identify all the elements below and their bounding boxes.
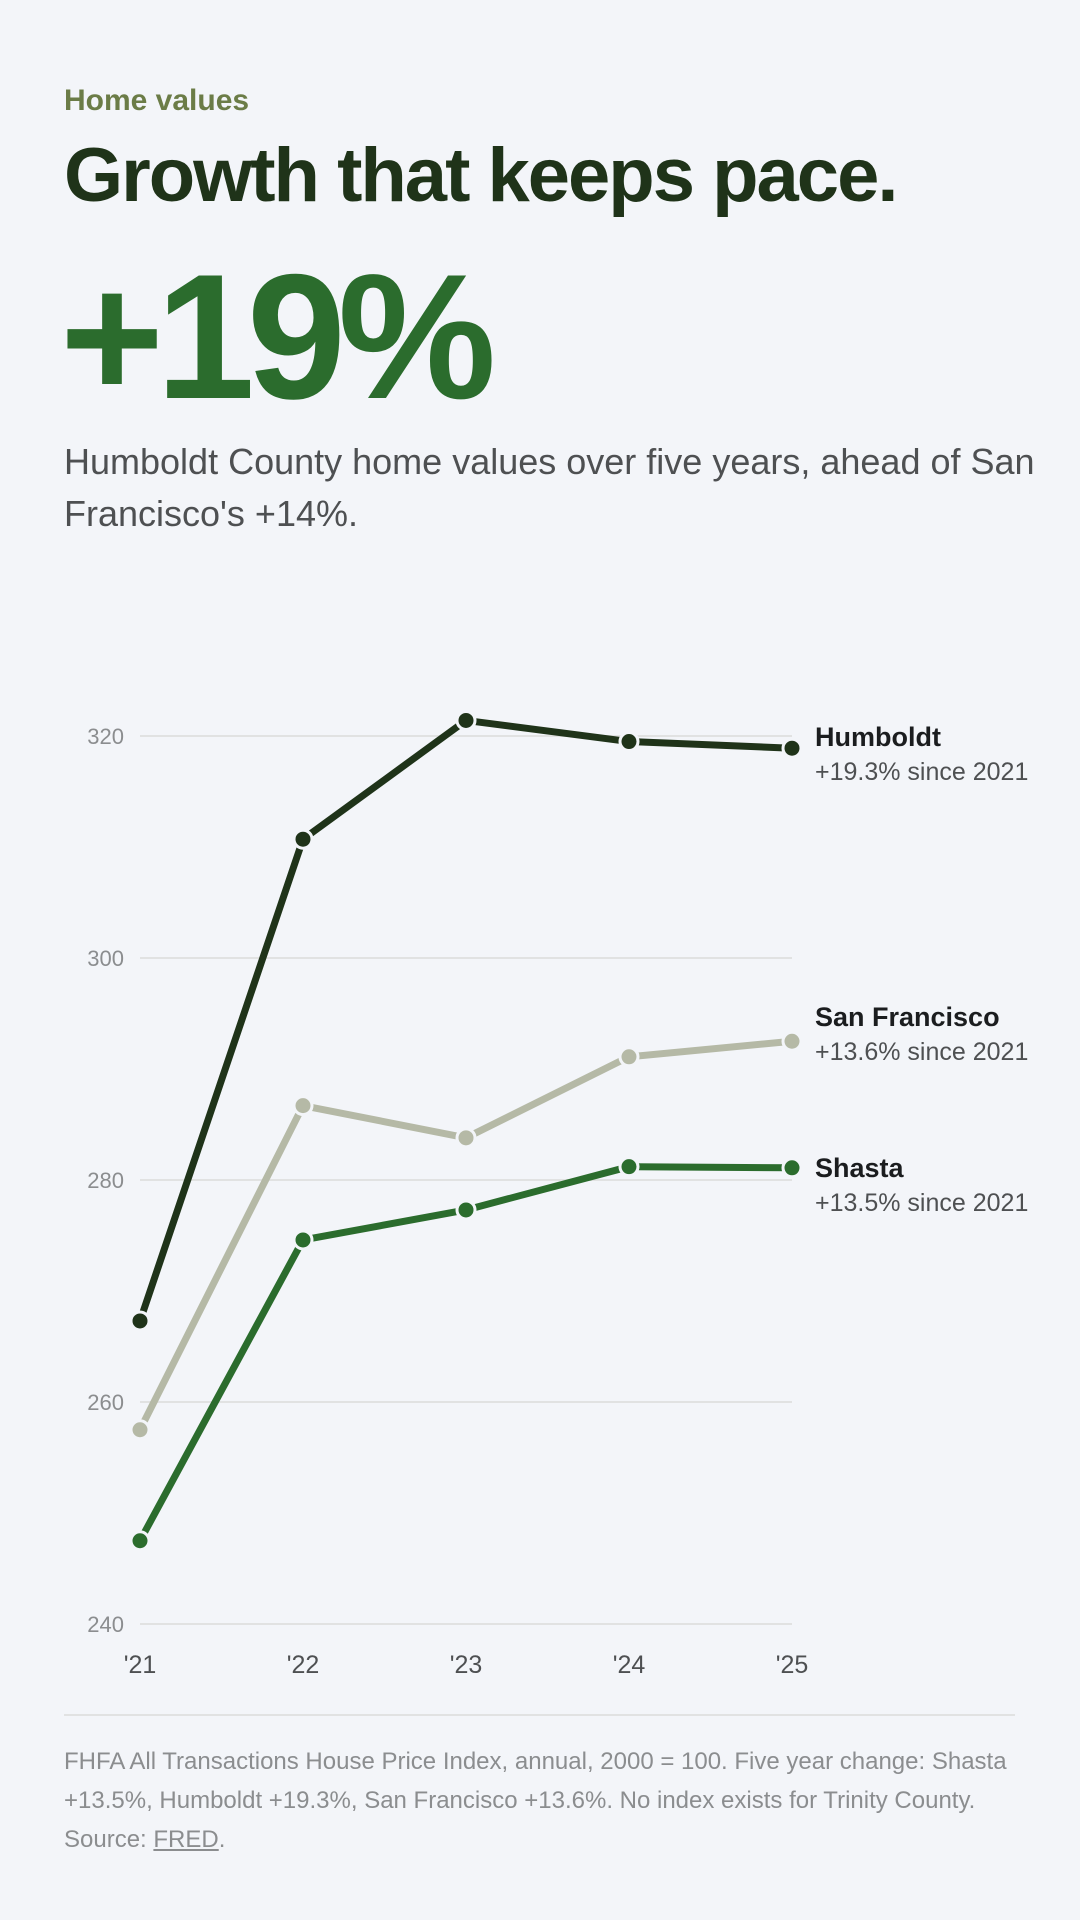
series-label-shasta: Shasta bbox=[815, 1153, 905, 1183]
data-point-san-francisco bbox=[455, 1127, 477, 1149]
series-line-san-francisco bbox=[136, 1037, 796, 1434]
y-tick-label: 240 bbox=[87, 1612, 124, 1637]
eyebrow: Home values bbox=[64, 84, 250, 117]
x-tick-label: '25 bbox=[776, 1651, 809, 1679]
y-tick-label: 280 bbox=[87, 1168, 124, 1193]
data-point-humboldt bbox=[129, 1310, 151, 1332]
y-tick-label: 260 bbox=[87, 1390, 124, 1415]
source-link[interactable]: FRED bbox=[153, 1826, 219, 1853]
data-point-shasta bbox=[292, 1229, 314, 1251]
footnote-end: . bbox=[218, 1826, 226, 1853]
x-tick-label: '24 bbox=[613, 1651, 646, 1679]
footnote: FHFA All Transactions House Price Index,… bbox=[64, 1742, 1024, 1859]
data-point-humboldt bbox=[618, 731, 640, 753]
data-point-shasta bbox=[129, 1530, 151, 1552]
data-point-humboldt bbox=[781, 737, 803, 759]
data-point-humboldt bbox=[455, 709, 477, 731]
series-note-shasta: +13.5% since 2021 bbox=[815, 1189, 1028, 1217]
page-title: Growth that keeps pace. bbox=[64, 133, 898, 218]
line-chart: 240 260 280 300 320 '21 '22 '23 '24 '25 Humboldt +1… bbox=[87, 709, 1028, 1679]
footer-divider bbox=[64, 1714, 1015, 1716]
y-tick-label: 300 bbox=[87, 946, 124, 971]
series-note-humboldt: +19.3% since 2021 bbox=[815, 758, 1028, 786]
x-tick-label: '23 bbox=[450, 1651, 483, 1679]
data-point-shasta bbox=[455, 1199, 477, 1221]
series-label-san-francisco: San Francisco bbox=[815, 1002, 1000, 1032]
footnote-text: FHFA All Transactions House Price Index,… bbox=[64, 1748, 1007, 1853]
data-point-shasta bbox=[781, 1157, 803, 1179]
headline-stat: +19% bbox=[60, 237, 496, 436]
data-point-san-francisco bbox=[618, 1046, 640, 1068]
data-point-san-francisco bbox=[292, 1095, 314, 1117]
series-line-shasta bbox=[136, 1163, 796, 1545]
series-note-san-francisco: +13.6% since 2021 bbox=[815, 1038, 1028, 1066]
data-point-shasta bbox=[618, 1156, 640, 1178]
series-label-humboldt: Humboldt bbox=[815, 722, 941, 752]
data-point-san-francisco bbox=[781, 1030, 803, 1052]
data-point-san-francisco bbox=[129, 1419, 151, 1441]
x-tick-label: '22 bbox=[287, 1651, 320, 1679]
data-point-humboldt bbox=[292, 828, 314, 850]
y-tick-label: 320 bbox=[87, 724, 124, 749]
lede-text: Humboldt County home values over five ye… bbox=[64, 441, 1035, 534]
x-tick-label: '21 bbox=[124, 1651, 157, 1679]
